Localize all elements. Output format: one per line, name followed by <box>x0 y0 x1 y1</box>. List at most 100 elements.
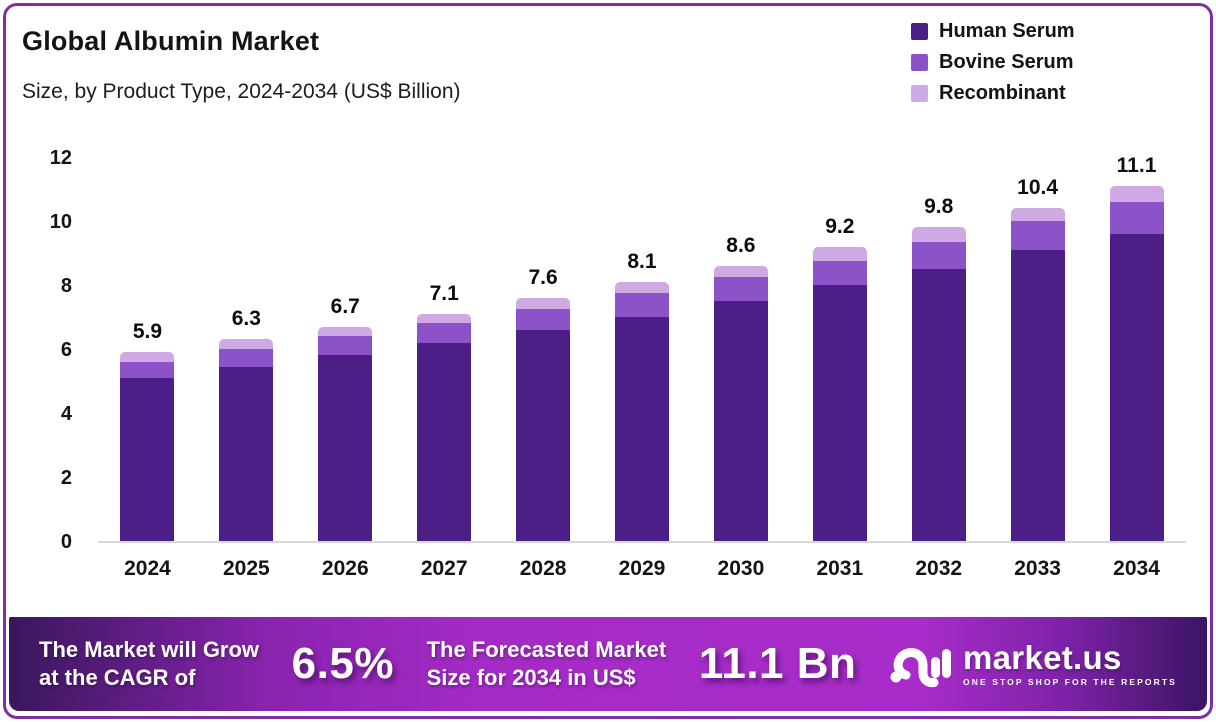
bar-group-2024: 5.9 2024 <box>98 159 197 580</box>
legend-swatch-icon <box>911 54 928 71</box>
bar-segment-bovine-serum <box>1109 201 1164 234</box>
bar-segment-recombinant <box>812 246 867 261</box>
legend: Human Serum Bovine Serum Recombinant <box>911 20 1075 113</box>
bar-total-label: 10.4 <box>1017 176 1059 200</box>
bar-segment-bovine-serum <box>219 349 274 367</box>
x-axis-label: 2030 <box>717 557 765 580</box>
x-axis-label: 2028 <box>519 557 567 580</box>
x-axis-label: 2024 <box>124 557 171 580</box>
bar-segment-human-serum <box>713 301 768 541</box>
bar-total-label: 8.6 <box>726 233 756 257</box>
legend-item-recombinant: Recombinant <box>911 82 1075 105</box>
legend-swatch-icon <box>911 23 928 40</box>
y-tick-label: 6 <box>60 339 72 361</box>
bar-segment-bovine-serum <box>1010 221 1065 250</box>
y-tick-label: 12 <box>49 147 72 169</box>
bar-group-2029: 8.1 2029 <box>593 159 692 580</box>
x-axis-label: 2025 <box>223 557 270 580</box>
forecast-value: 11.1 Bn <box>698 639 857 688</box>
legend-swatch-icon <box>911 85 928 102</box>
marketus-logo-icon <box>889 636 952 693</box>
cagr-label: The Market will Grow at the CAGR of <box>39 636 259 692</box>
bar-segment-recombinant <box>219 339 274 350</box>
x-axis-label: 2033 <box>1014 557 1061 580</box>
bar-stack <box>120 352 175 541</box>
bar-group-2034: 11.1 2034 <box>1087 154 1186 580</box>
bar-total-label: 9.2 <box>825 214 855 238</box>
bar-segment-recombinant <box>911 227 966 242</box>
legend-item-human-serum: Human Serum <box>911 20 1075 43</box>
bar-total-label: 7.1 <box>429 281 459 305</box>
plot-area: 5.9 2024 6.3 2025 6.7 2026 7.1 2027 7.6 2028 8.1 20… <box>98 154 1186 580</box>
bar-segment-human-serum <box>1010 249 1065 541</box>
x-axis-label: 2032 <box>915 557 963 580</box>
y-axis: 0 2 4 6 8 10 12 <box>6 147 88 553</box>
y-tick-label: 0 <box>60 531 72 553</box>
bar-total-label: 11.1 <box>1116 153 1157 177</box>
forecast-label-line2: Size for 2034 in US$ <box>426 665 636 690</box>
bar-total-label: 5.9 <box>132 320 163 344</box>
footer-banner: The Market will Grow at the CAGR of 6.5%… <box>9 617 1207 711</box>
y-tick-label: 4 <box>60 403 72 425</box>
legend-label: Recombinant <box>939 82 1066 104</box>
bar-segment-human-serum <box>219 366 274 541</box>
bar-segment-bovine-serum <box>516 309 571 330</box>
x-axis-label: 2034 <box>1113 557 1160 580</box>
bar-segment-human-serum <box>516 329 571 541</box>
bar-stack <box>911 227 966 541</box>
bar-segment-bovine-serum <box>318 336 373 356</box>
brand-name: market.us <box>963 639 1122 676</box>
bar-segment-bovine-serum <box>120 361 175 378</box>
x-axis-label: 2029 <box>618 557 666 580</box>
bar-stack <box>1109 185 1164 541</box>
page-subtitle: Size, by Product Type, 2024-2034 (US$ Bi… <box>22 80 461 103</box>
bar-stack <box>219 339 274 541</box>
legend-label: Human Serum <box>939 20 1075 42</box>
bar-group-2028: 7.6 2028 <box>494 159 593 580</box>
bar-stack <box>318 326 373 541</box>
cagr-label-line2: at the CAGR of <box>39 665 196 690</box>
bar-total-label: 6.3 <box>231 307 261 331</box>
bar-segment-bovine-serum <box>713 277 768 301</box>
bar-segment-bovine-serum <box>417 323 472 343</box>
x-axis-label: 2026 <box>321 557 369 580</box>
y-tick-label: 8 <box>60 275 72 297</box>
bar-segment-recombinant <box>318 326 373 337</box>
bar-group-2026: 6.7 2026 <box>296 159 395 580</box>
bar-total-label: 8.1 <box>627 249 657 273</box>
bar-segment-human-serum <box>812 285 867 541</box>
bar-segment-bovine-serum <box>614 293 669 317</box>
forecast-label-line1: The Forecasted Market <box>426 636 667 662</box>
bar-group-2030: 8.6 2030 <box>691 159 790 580</box>
bar-segment-recombinant <box>120 352 175 362</box>
legend-item-bovine-serum: Bovine Serum <box>911 51 1075 74</box>
bar-group-2027: 7.1 2027 <box>395 159 494 580</box>
bar-segment-bovine-serum <box>812 261 867 285</box>
bar-stack <box>614 281 669 541</box>
bar-segment-human-serum <box>318 355 373 541</box>
bar-total-label: 7.6 <box>528 265 558 289</box>
bar-segment-human-serum <box>120 377 175 541</box>
legend-label: Bovine Serum <box>939 51 1074 73</box>
bar-stack <box>713 265 768 541</box>
bar-stack <box>417 313 472 541</box>
bar-segment-human-serum <box>417 342 472 541</box>
bar-segment-human-serum <box>911 269 966 541</box>
bar-group-2033: 10.4 2033 <box>988 159 1087 580</box>
y-tick-label: 10 <box>49 211 72 233</box>
bar-segment-recombinant <box>417 313 472 324</box>
bar-total-label: 9.8 <box>924 195 954 219</box>
bar-segment-recombinant <box>516 297 571 310</box>
bar-total-label: 6.7 <box>330 294 360 318</box>
cagr-value: 6.5% <box>291 639 394 688</box>
x-axis-label: 2031 <box>816 557 864 580</box>
bar-segment-recombinant <box>1109 185 1164 202</box>
chart-frame: Global Albumin Market Size, by Product T… <box>3 3 1213 719</box>
bar-group-2032: 9.8 2032 <box>889 159 988 580</box>
bar-segment-recombinant <box>713 265 768 277</box>
bar-group-2025: 6.3 2025 <box>197 159 296 580</box>
bar-segment-human-serum <box>614 317 669 541</box>
bar-group-2031: 9.2 2031 <box>790 159 889 580</box>
forecast-label: The Forecasted Market Size for 2034 in U… <box>427 636 667 692</box>
bar-stack <box>516 297 571 541</box>
